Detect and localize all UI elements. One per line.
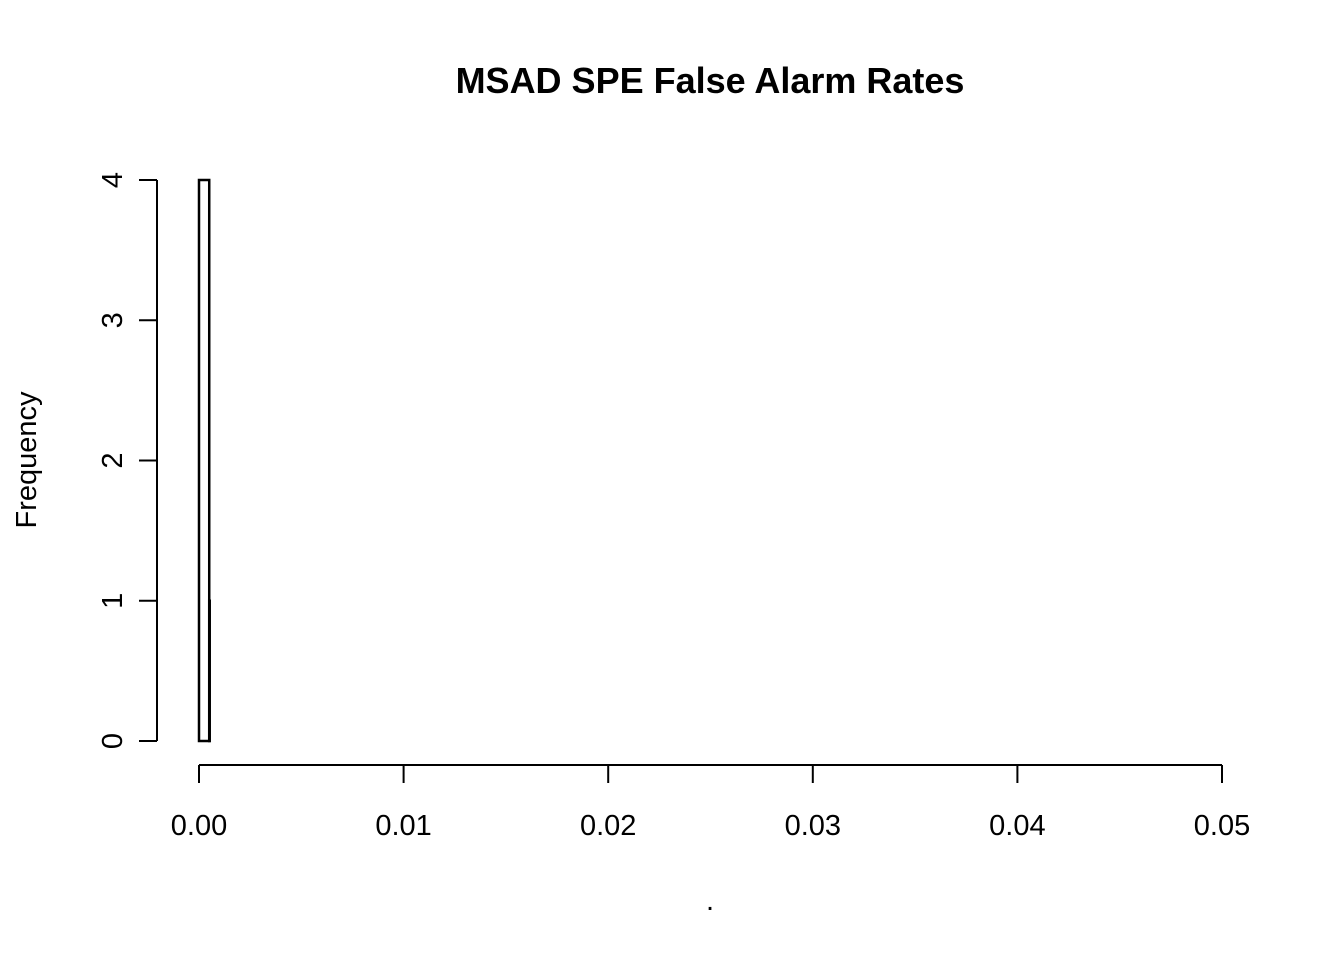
x-axis: 0.00 0.01 0.02 0.03 0.04 0.05 [171, 764, 1250, 842]
chart-title: MSAD SPE False Alarm Rates [456, 60, 965, 101]
y-axis: 0 1 2 3 4 [97, 172, 158, 749]
x-tick-label: 0.02 [580, 810, 636, 842]
x-tick-label: 0.05 [1194, 810, 1250, 842]
x-tick-label: 0.03 [785, 810, 841, 842]
histogram-bar [207, 599, 211, 743]
x-axis-title: . [706, 885, 714, 917]
y-tick-label: 2 [97, 452, 129, 468]
x-tick-label: 0.01 [375, 810, 431, 842]
y-tick-label: 1 [97, 593, 129, 609]
y-tick-label: 4 [97, 172, 129, 188]
x-tick-label: 0.04 [989, 810, 1045, 842]
x-tick-label: 0.00 [171, 810, 227, 842]
y-tick-label: 3 [97, 312, 129, 328]
y-tick-label: 0 [97, 733, 129, 749]
y-axis-title: Frequency [11, 391, 43, 529]
bars [197, 178, 211, 743]
histogram-bar [197, 178, 211, 743]
